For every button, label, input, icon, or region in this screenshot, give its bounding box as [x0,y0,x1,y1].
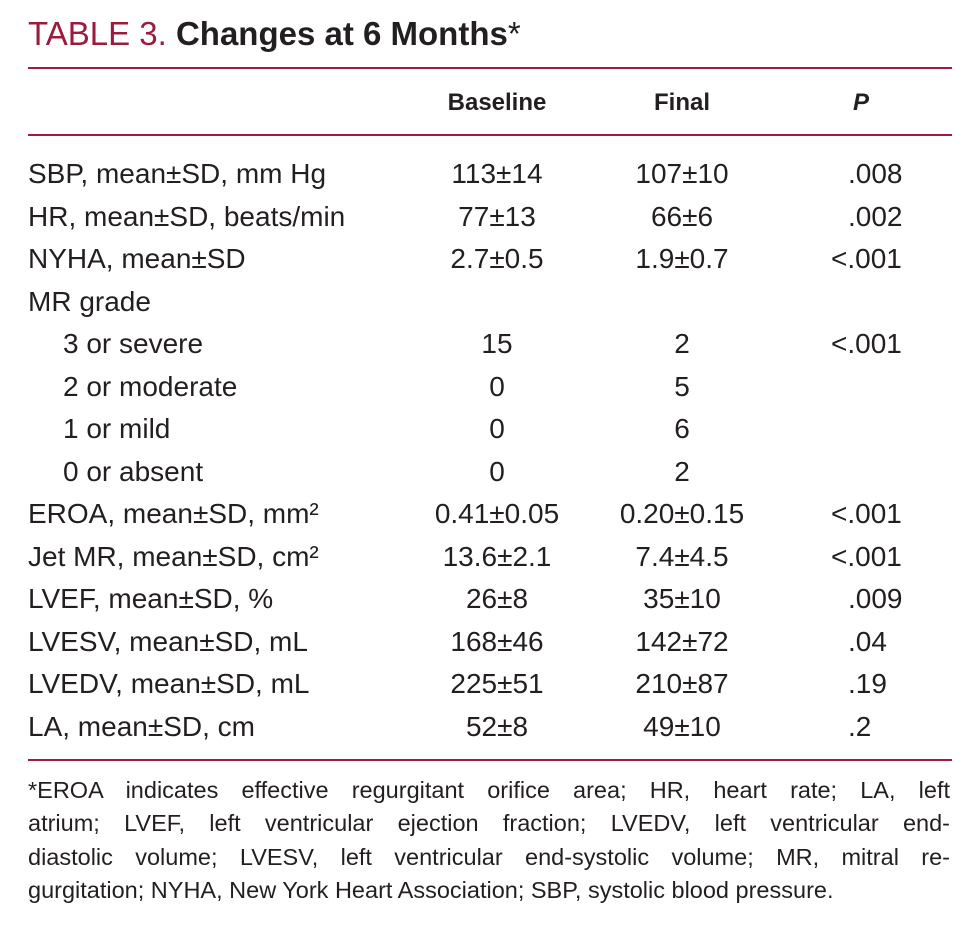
p-value: <.001 [831,498,902,529]
cell-value: 1.9±0.7 [635,243,729,274]
row-label: 0 or absent [63,455,204,487]
column-header: P [853,89,870,116]
p-value: .002 [848,200,903,232]
p-value: <.001 [831,243,902,274]
cell-value: 15 [481,328,513,359]
rule [28,67,952,69]
cell-value: 142±72 [635,625,729,657]
row-label: EROA, mean±SD, mm² [28,498,319,529]
cell-value: 77±13 [458,200,536,232]
cell-value: 6 [674,413,690,444]
row-label: 1 or mild [63,413,171,444]
column-header: Final [653,89,710,116]
cell-value: 113±14 [451,158,543,189]
column-header: Baseline [447,89,547,116]
row-label: LVEDV, mean±SD, mL [28,668,310,699]
p-value: .19 [848,668,887,699]
cell-value: 5 [674,370,690,402]
cell-value: 225±51 [450,668,544,699]
row-label: Jet MR, mean±SD, cm² [28,540,319,572]
rule [28,134,952,136]
title-mark: * [507,15,521,52]
footnote-line: atrium; LVEF, left ventricular ejection … [28,810,950,837]
row-label: 2 or moderate [63,370,238,402]
p-value: .009 [848,583,903,614]
cell-value: 0 [489,413,505,444]
footnote-line: gurgitation; NYHA, New York Heart Associ… [28,876,834,903]
rule [28,759,952,761]
group-label: MR grade [28,285,151,317]
cell-value: 66±6 [650,200,714,232]
row-label: LVEF, mean±SD, % [28,583,274,614]
title-label: TABLE 3. [28,15,167,52]
p-value: .04 [848,625,887,657]
cell-value: 13.6±2.1 [442,540,552,572]
cell-value: 2 [674,455,690,487]
cell-value: 0 [489,455,505,487]
cell-value: 49±10 [643,710,721,742]
cell-value: 52±8 [465,710,529,742]
p-value: .2 [848,710,872,742]
cell-value: 0 [489,370,505,402]
p-value: <.001 [831,540,902,572]
cell-value: 35±10 [643,583,721,614]
cell-value: 2 [674,328,690,359]
title: TABLE 3. Changes at 6 Months* [28,12,521,56]
row-label: HR, mean±SD, beats/min [28,200,346,232]
cell-value: 7.4±4.5 [635,540,729,572]
footnote-line: diastolic volume; LVESV, left ventricula… [28,843,950,870]
row-label: 3 or severe [63,328,204,359]
p-value: <.001 [831,328,902,359]
cell-value: 210±87 [635,668,729,699]
cell-value: 168±46 [450,625,544,657]
p-value: .008 [848,158,903,189]
footnote-line: *EROA indicates effective regurgitant or… [28,777,950,803]
row-label: LVESV, mean±SD, mL [28,625,308,657]
cell-value: 2.7±0.5 [450,243,544,274]
cell-value: 107±10 [635,158,729,189]
row-label: NYHA, mean±SD [28,243,246,274]
cell-value: 0.20±0.15 [619,498,745,529]
cell-value: 26±8 [465,583,529,614]
row-label: LA, mean±SD, cm [28,710,255,742]
cell-value: 0.41±0.05 [434,498,560,529]
title-text: Changes at 6 Months [175,15,508,52]
row-label: SBP, mean±SD, mm Hg [28,158,327,189]
